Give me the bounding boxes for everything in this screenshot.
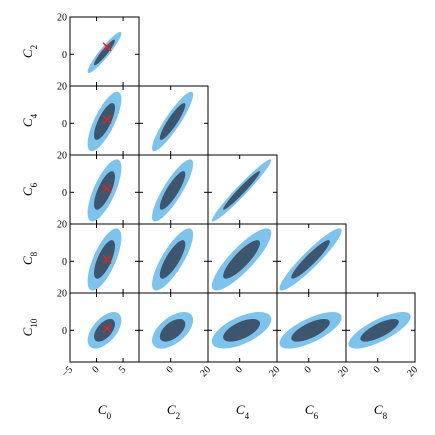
panel bbox=[211, 312, 272, 349]
confidence-ellipse bbox=[223, 240, 260, 279]
y-tick-label: 20 bbox=[57, 151, 67, 162]
panel-frame bbox=[345, 292, 416, 363]
x-tick-label: 5 bbox=[117, 364, 128, 375]
axis-title: C8 bbox=[20, 251, 39, 265]
axis-title: C0 bbox=[98, 402, 112, 421]
panel bbox=[87, 228, 122, 291]
confidence-ellipse bbox=[223, 171, 260, 210]
panel bbox=[87, 31, 122, 73]
y-tick-label: 0 bbox=[62, 326, 67, 337]
x-tick-label: 0 bbox=[372, 364, 383, 375]
y-tick-label: 20 bbox=[57, 82, 67, 93]
panel bbox=[279, 312, 342, 349]
panel bbox=[87, 91, 122, 152]
panel bbox=[152, 312, 194, 349]
confidence-ellipse bbox=[94, 240, 115, 279]
y-tick-label: 20 bbox=[57, 220, 67, 231]
axis-title: C6 bbox=[20, 182, 39, 196]
confidence-ellipse bbox=[360, 318, 399, 342]
y-tick-label: 20 bbox=[57, 13, 67, 24]
panel bbox=[87, 312, 122, 349]
confidence-ellipse bbox=[159, 171, 186, 210]
fiducial-marker bbox=[102, 254, 112, 264]
x-tick-label: 0 bbox=[303, 364, 314, 375]
axis-title: C8 bbox=[374, 402, 388, 421]
panel bbox=[152, 91, 194, 152]
confidence-ellipse bbox=[223, 318, 260, 342]
axis-title: C4 bbox=[20, 113, 39, 127]
x-tick-label: 20 bbox=[198, 364, 213, 379]
y-tick-label: 0 bbox=[62, 188, 67, 199]
x-tick-label: −5 bbox=[60, 364, 75, 379]
panel bbox=[211, 228, 272, 291]
panel bbox=[87, 159, 122, 222]
confidence-ellipse bbox=[94, 39, 115, 66]
axis-title: C2 bbox=[20, 45, 39, 58]
fiducial-marker bbox=[102, 42, 112, 52]
panel bbox=[279, 228, 342, 291]
panel bbox=[348, 312, 411, 349]
panel bbox=[211, 159, 272, 222]
x-tick-label: 20 bbox=[405, 364, 420, 379]
confidence-ellipse bbox=[291, 240, 330, 279]
fiducial-marker bbox=[102, 323, 112, 333]
axis-title: C4 bbox=[236, 402, 250, 421]
panel bbox=[152, 159, 194, 222]
axis-title: C2 bbox=[167, 402, 180, 421]
y-tick-label: 0 bbox=[62, 119, 67, 130]
confidence-ellipse bbox=[159, 318, 186, 342]
axis-title: C10 bbox=[20, 318, 39, 336]
axis-title: C6 bbox=[305, 402, 319, 421]
y-tick-label: 0 bbox=[62, 257, 67, 268]
x-tick-label: 20 bbox=[336, 364, 351, 379]
fiducial-marker bbox=[102, 115, 112, 125]
x-tick-label: 0 bbox=[90, 364, 101, 375]
x-tick-label: 0 bbox=[234, 364, 245, 375]
confidence-ellipse bbox=[159, 240, 186, 279]
x-tick-label: 20 bbox=[267, 364, 282, 379]
fiducial-marker bbox=[102, 184, 112, 194]
panel bbox=[152, 228, 194, 291]
x-tick-label: 0 bbox=[165, 364, 176, 375]
confidence-ellipse bbox=[291, 318, 330, 342]
y-tick-label: 0 bbox=[62, 50, 67, 61]
confidence-ellipse bbox=[159, 103, 186, 140]
y-tick-label: 20 bbox=[57, 289, 67, 300]
